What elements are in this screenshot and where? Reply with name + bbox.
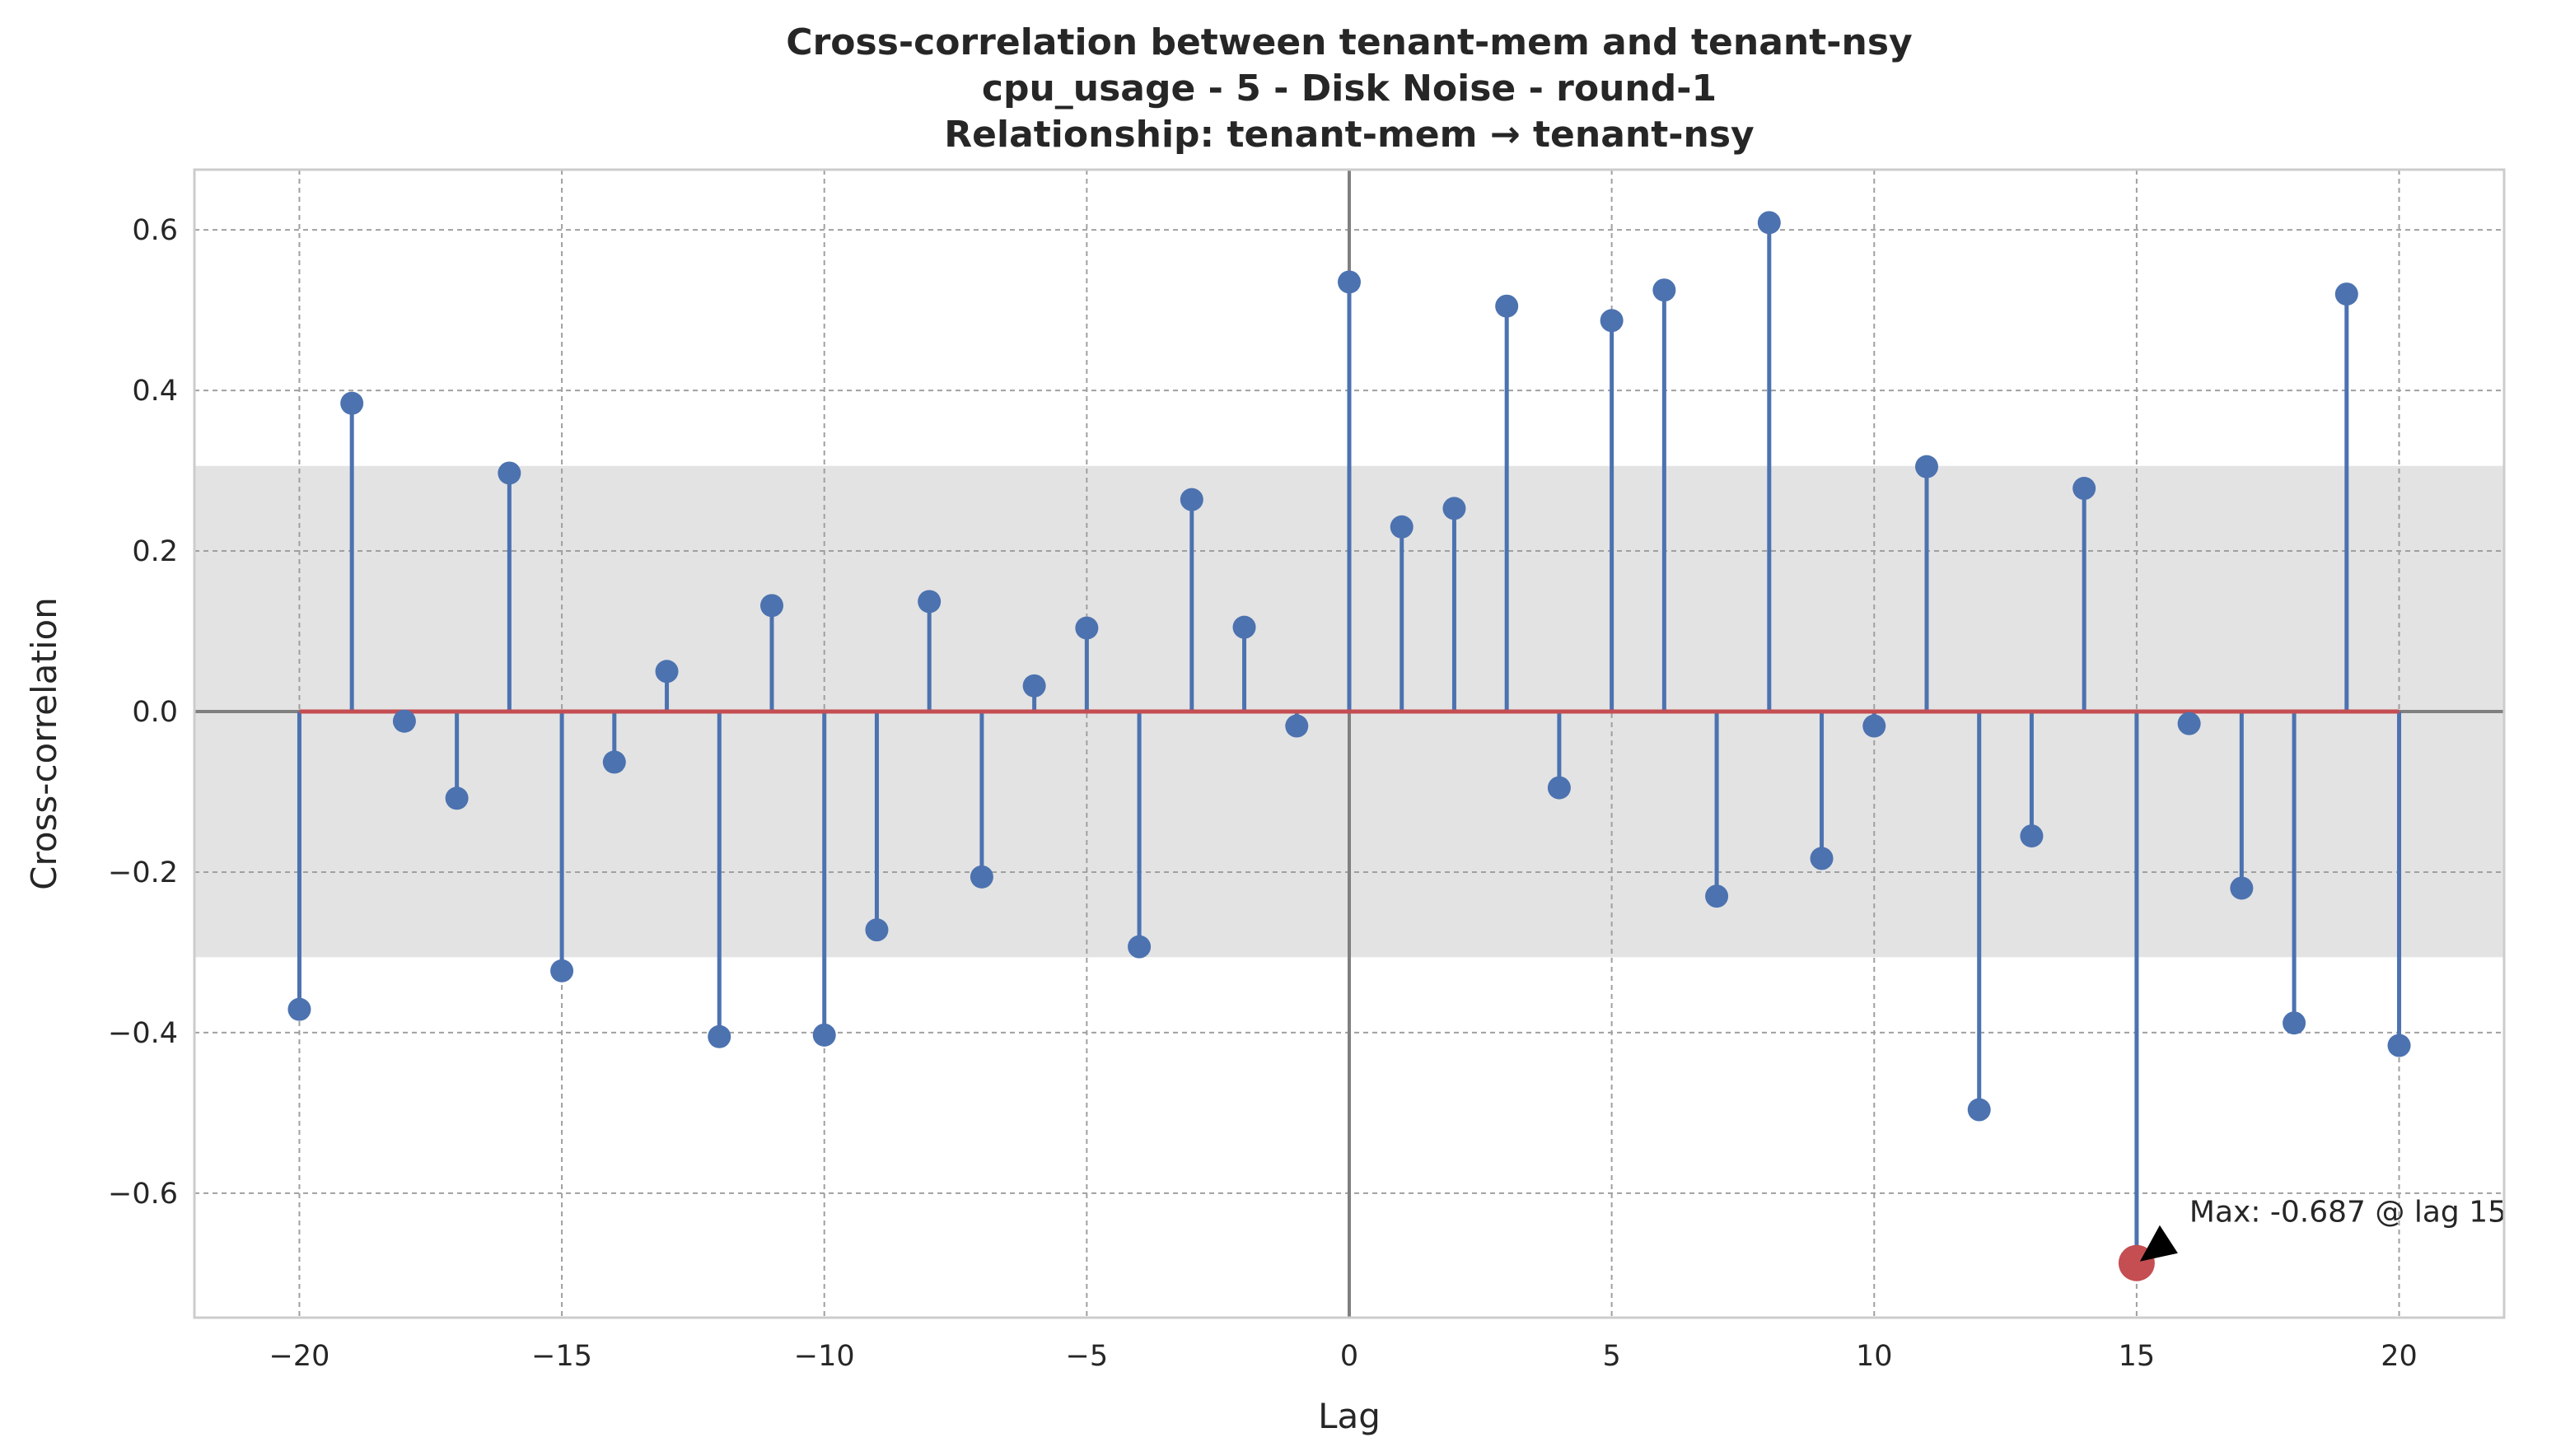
x-axis-label: Lag xyxy=(1318,1396,1381,1436)
stem-marker xyxy=(1810,847,1834,870)
y-tick-label: −0.6 xyxy=(108,1178,178,1211)
y-tick-label: −0.4 xyxy=(108,1017,178,1050)
stem-marker xyxy=(498,461,521,485)
stem-marker xyxy=(918,590,942,614)
stem-marker xyxy=(1022,674,1046,698)
x-axis-ticks: −20 −15 −10 −5 0 5 10 15 20 xyxy=(269,1340,2418,1373)
stem-marker xyxy=(602,750,626,774)
chart-title-line-3: Relationship: tenant-mem → tenant-nsy xyxy=(944,114,1754,156)
x-tick-label: −10 xyxy=(794,1340,855,1373)
stem-markers xyxy=(287,211,2411,1275)
stem-marker xyxy=(445,786,469,810)
stem-marker xyxy=(1075,616,1099,640)
stem-marker xyxy=(760,594,783,618)
x-tick-label: 15 xyxy=(2119,1340,2156,1373)
stem-marker xyxy=(1757,211,1781,235)
x-tick-label: 5 xyxy=(1602,1340,1620,1373)
y-axis-ticks: −0.6 −0.4 −0.2 0.0 0.2 0.4 0.6 xyxy=(108,214,178,1211)
chart-title-line-2: cpu_usage - 5 - Disk Noise - round-1 xyxy=(982,68,1717,110)
y-tick-label: 0.6 xyxy=(132,214,178,247)
y-tick-label: 0.4 xyxy=(132,375,178,408)
y-tick-label: 0.0 xyxy=(132,696,178,729)
stem-marker xyxy=(2072,477,2096,501)
x-tick-label: 0 xyxy=(1340,1340,1358,1373)
stem-marker xyxy=(2230,876,2254,900)
stem-marker xyxy=(2283,1011,2306,1035)
stem-marker xyxy=(1600,309,1624,333)
stem-marker xyxy=(2177,712,2201,735)
stem-marker xyxy=(1232,615,1256,639)
stem-marker xyxy=(1705,884,1729,908)
y-axis-label: Cross-correlation xyxy=(24,597,64,890)
stem-marker xyxy=(655,660,679,684)
max-annotation-group: Max: -0.687 @ lag 15 xyxy=(2118,1196,2507,1281)
x-tick-label: −5 xyxy=(1066,1340,1109,1373)
stem-marker xyxy=(1180,488,1203,511)
stem-marker xyxy=(708,1024,731,1048)
max-annotation-text: Max: -0.687 @ lag 15 xyxy=(2189,1196,2507,1230)
stem-marker xyxy=(1338,270,1361,294)
stem-lines xyxy=(297,222,2402,1263)
y-tick-label: 0.2 xyxy=(132,535,178,568)
stem-marker xyxy=(2387,1034,2411,1057)
stem-marker xyxy=(1547,776,1571,800)
stem-marker xyxy=(1285,714,1309,738)
plot-area: Max: -0.687 @ lag 15 xyxy=(193,168,2507,1319)
stem-marker xyxy=(1915,455,1938,478)
chart-title: Cross-correlation between tenant-mem and… xyxy=(786,21,1912,156)
x-tick-label: 10 xyxy=(1856,1340,1893,1373)
stem-marker xyxy=(1652,278,1676,302)
axes-frame xyxy=(193,168,2506,1319)
stem-marker xyxy=(865,918,889,942)
x-tick-label: −20 xyxy=(269,1340,330,1373)
stem-marker xyxy=(2020,824,2044,848)
stem-marker xyxy=(1967,1098,1991,1122)
x-tick-label: −15 xyxy=(531,1340,592,1373)
chart-title-line-1: Cross-correlation between tenant-mem and… xyxy=(786,21,1912,63)
stem-marker xyxy=(392,709,416,733)
y-tick-label: −0.2 xyxy=(108,856,178,889)
stem-marker xyxy=(340,391,364,415)
stem-marker xyxy=(1128,935,1152,959)
stem-marker xyxy=(287,997,311,1021)
stem-marker xyxy=(550,959,574,982)
x-tick-label: 20 xyxy=(2381,1340,2418,1373)
stem-marker xyxy=(1495,294,1519,318)
stem-marker xyxy=(970,865,993,889)
stem-marker xyxy=(1390,515,1414,539)
stem-marker xyxy=(2334,282,2358,306)
stem-marker xyxy=(1862,714,1886,738)
annotation-arrow xyxy=(2139,1225,2178,1262)
stem-marker xyxy=(1442,497,1466,520)
stem-marker xyxy=(812,1023,836,1047)
